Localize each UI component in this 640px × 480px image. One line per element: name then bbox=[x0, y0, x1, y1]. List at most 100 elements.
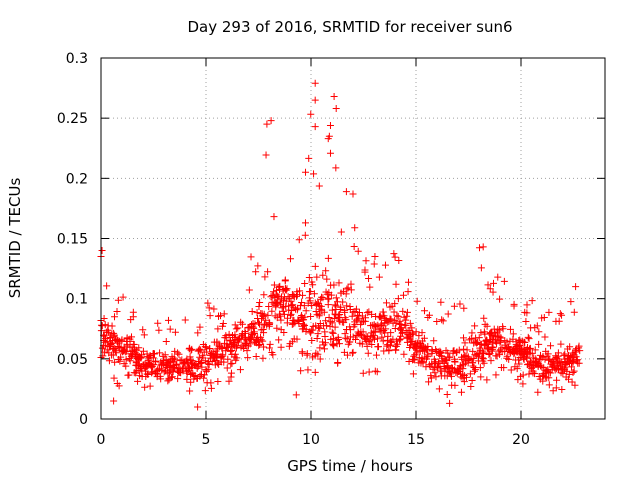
data-point bbox=[113, 308, 121, 316]
data-point bbox=[254, 262, 262, 270]
data-point bbox=[467, 335, 475, 343]
data-point bbox=[226, 347, 234, 355]
data-point bbox=[385, 346, 393, 354]
data-point bbox=[342, 316, 350, 324]
data-point bbox=[419, 359, 427, 367]
data-point bbox=[261, 273, 269, 281]
data-point bbox=[569, 368, 577, 376]
data-point bbox=[390, 308, 398, 316]
data-point bbox=[552, 384, 560, 392]
data-point bbox=[415, 332, 423, 340]
data-point bbox=[480, 314, 488, 322]
data-point bbox=[337, 228, 345, 236]
data-point bbox=[266, 319, 274, 327]
data-point bbox=[392, 337, 400, 345]
data-point bbox=[341, 334, 349, 342]
data-point bbox=[101, 342, 109, 350]
data-point bbox=[112, 349, 120, 357]
data-point bbox=[171, 347, 179, 355]
data-point bbox=[194, 329, 202, 337]
data-point bbox=[279, 307, 287, 315]
data-point bbox=[264, 311, 272, 319]
data-point bbox=[128, 333, 136, 341]
data-point bbox=[480, 349, 488, 357]
data-point bbox=[126, 357, 134, 365]
data-point bbox=[523, 301, 531, 309]
data-point bbox=[309, 281, 317, 289]
data-point bbox=[546, 369, 554, 377]
data-point bbox=[394, 312, 402, 320]
data-point bbox=[115, 382, 123, 390]
data-point bbox=[307, 110, 315, 118]
data-point bbox=[427, 374, 435, 382]
data-point bbox=[372, 351, 380, 359]
data-point bbox=[354, 247, 362, 255]
data-point bbox=[204, 359, 212, 367]
data-point bbox=[187, 346, 195, 354]
data-point bbox=[262, 316, 270, 324]
data-point bbox=[381, 261, 389, 269]
data-point bbox=[110, 331, 118, 339]
data-point bbox=[226, 336, 234, 344]
data-point bbox=[495, 347, 503, 355]
data-point bbox=[500, 364, 508, 372]
data-point bbox=[569, 358, 577, 366]
data-point bbox=[302, 168, 310, 176]
data-point bbox=[469, 362, 477, 370]
data-point bbox=[256, 341, 264, 349]
data-point bbox=[116, 357, 124, 365]
data-point bbox=[300, 302, 308, 310]
data-point bbox=[446, 399, 454, 407]
x-tick-label: 5 bbox=[202, 432, 211, 448]
data-point bbox=[270, 281, 278, 289]
data-point bbox=[433, 318, 441, 326]
data-point bbox=[207, 379, 215, 387]
data-point bbox=[405, 278, 413, 286]
data-point bbox=[363, 342, 371, 350]
data-point bbox=[299, 291, 307, 299]
data-point bbox=[146, 382, 154, 390]
data-point bbox=[477, 264, 485, 272]
data-point bbox=[479, 243, 487, 251]
data-point bbox=[210, 305, 218, 313]
data-point bbox=[405, 357, 413, 365]
data-point bbox=[480, 359, 488, 367]
data-point bbox=[122, 362, 130, 370]
data-point bbox=[173, 360, 181, 368]
data-point bbox=[404, 288, 412, 296]
data-point bbox=[278, 304, 286, 312]
data-point bbox=[196, 359, 204, 367]
data-point bbox=[335, 335, 343, 343]
data-point bbox=[325, 314, 333, 322]
data-point bbox=[108, 322, 116, 330]
data-point bbox=[255, 341, 263, 349]
data-point bbox=[368, 340, 376, 348]
data-point bbox=[418, 329, 426, 337]
data-point bbox=[138, 351, 146, 359]
data-point bbox=[161, 351, 169, 359]
data-point bbox=[495, 326, 503, 334]
data-point bbox=[232, 325, 240, 333]
data-point bbox=[497, 334, 505, 342]
data-point bbox=[260, 343, 268, 351]
data-point bbox=[101, 321, 109, 329]
data-point bbox=[334, 359, 342, 367]
data-point bbox=[392, 346, 400, 354]
data-point bbox=[342, 290, 350, 298]
data-point bbox=[519, 380, 527, 388]
data-point bbox=[467, 382, 475, 390]
data-point bbox=[352, 305, 360, 313]
data-point bbox=[370, 335, 378, 343]
data-point bbox=[545, 356, 553, 364]
data-point bbox=[316, 305, 324, 313]
data-point bbox=[371, 252, 379, 260]
data-point bbox=[236, 366, 244, 374]
data-point bbox=[343, 351, 351, 359]
data-point bbox=[342, 188, 350, 196]
data-point bbox=[483, 322, 491, 330]
data-point bbox=[531, 370, 539, 378]
data-point bbox=[413, 297, 421, 305]
data-point bbox=[305, 154, 313, 162]
data-point bbox=[355, 309, 363, 317]
data-point bbox=[428, 347, 436, 355]
